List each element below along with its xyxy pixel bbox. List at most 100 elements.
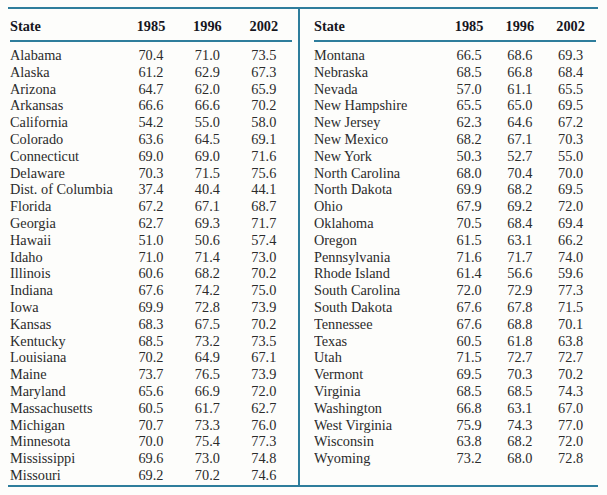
table-row: Minnesota70.075.477.3 <box>10 433 292 450</box>
table-row: Alabama70.471.073.5 <box>10 41 292 64</box>
value-cell: 70.3 <box>123 165 179 182</box>
state-cell: New Mexico <box>314 131 444 148</box>
value-cell: 66.5 <box>444 41 495 64</box>
value-cell: 70.2 <box>236 97 292 114</box>
value-cell: 71.0 <box>123 249 179 266</box>
value-cell: 56.6 <box>494 265 545 282</box>
value-cell: 72.7 <box>494 349 545 366</box>
state-cell: Utah <box>314 349 444 366</box>
value-cell: 67.2 <box>545 114 596 131</box>
value-cell: 69.6 <box>123 450 179 467</box>
value-cell: 68.5 <box>444 383 495 400</box>
value-cell: 61.7 <box>179 400 235 417</box>
column-header-1996: 1996 <box>494 9 545 41</box>
value-cell: 65.9 <box>236 81 292 98</box>
value-cell: 73.0 <box>236 249 292 266</box>
value-cell: 67.9 <box>444 198 495 215</box>
value-cell: 64.9 <box>179 349 235 366</box>
column-header-2002: 2002 <box>236 9 292 41</box>
value-cell: 74.3 <box>494 417 545 434</box>
value-cell: 71.4 <box>179 249 235 266</box>
value-cell: 72.9 <box>494 282 545 299</box>
value-cell: 40.4 <box>179 181 235 198</box>
state-cell: Connecticut <box>10 148 123 165</box>
state-cell: Louisiana <box>10 349 123 366</box>
table-row: Washington66.863.167.0 <box>314 400 596 417</box>
left-table-header: State 1985 1996 2002 <box>10 9 292 41</box>
value-cell: 62.7 <box>236 400 292 417</box>
value-cell: 70.4 <box>123 41 179 64</box>
value-cell: 59.6 <box>545 265 596 282</box>
value-cell: 73.9 <box>236 366 292 383</box>
table-row: New York50.352.755.0 <box>314 148 596 165</box>
state-cell: Nevada <box>314 81 444 98</box>
value-cell: 73.3 <box>179 417 235 434</box>
header-row: State 1985 1996 2002 <box>314 9 596 41</box>
value-cell: 74.2 <box>179 282 235 299</box>
table-row: West Virginia75.974.377.0 <box>314 417 596 434</box>
state-cell: North Dakota <box>314 181 444 198</box>
value-cell: 75.6 <box>236 165 292 182</box>
value-cell: 67.6 <box>123 282 179 299</box>
value-cell: 66.8 <box>444 400 495 417</box>
table-row: Connecticut69.069.071.6 <box>10 148 292 165</box>
state-cell: Iowa <box>10 299 123 316</box>
state-cell: California <box>10 114 123 131</box>
value-cell: 68.2 <box>494 181 545 198</box>
value-cell: 64.5 <box>179 131 235 148</box>
value-cell: 65.5 <box>444 97 495 114</box>
state-cell: Rhode Island <box>314 265 444 282</box>
value-cell: 71.7 <box>236 215 292 232</box>
value-cell: 74.0 <box>545 249 596 266</box>
value-cell: 55.0 <box>545 148 596 165</box>
value-cell: 76.5 <box>179 366 235 383</box>
value-cell: 71.6 <box>236 148 292 165</box>
right-table: State 1985 1996 2002 Montana66.568.669.3… <box>314 9 596 467</box>
table-row: North Dakota69.968.269.5 <box>314 181 596 198</box>
value-cell: 50.6 <box>179 232 235 249</box>
value-cell: 67.1 <box>494 131 545 148</box>
table-row: Idaho71.071.473.0 <box>10 249 292 266</box>
value-cell: 73.7 <box>123 366 179 383</box>
table-row: Arkansas66.666.670.2 <box>10 97 292 114</box>
state-cell: Arkansas <box>10 97 123 114</box>
state-cell: Dist. of Columbia <box>10 181 123 198</box>
value-cell: 63.6 <box>123 131 179 148</box>
value-cell: 67.0 <box>545 400 596 417</box>
state-cell: West Virginia <box>314 417 444 434</box>
column-header-1985: 1985 <box>123 9 179 41</box>
value-cell: 71.5 <box>545 299 596 316</box>
state-cell: South Dakota <box>314 299 444 316</box>
value-cell: 70.7 <box>123 417 179 434</box>
value-cell: 69.2 <box>123 467 179 484</box>
state-cell: Mississippi <box>10 450 123 467</box>
state-cell: Arizona <box>10 81 123 98</box>
value-cell: 62.9 <box>179 64 235 81</box>
state-cell: Washington <box>314 400 444 417</box>
value-cell: 67.8 <box>494 299 545 316</box>
table-row: Nebraska68.566.868.4 <box>314 64 596 81</box>
value-cell: 61.5 <box>444 232 495 249</box>
table-row: Kansas68.367.570.2 <box>10 316 292 333</box>
state-cell: Wyoming <box>314 450 444 467</box>
value-cell: 57.0 <box>444 81 495 98</box>
value-cell: 70.3 <box>545 131 596 148</box>
table-row: New Jersey62.364.667.2 <box>314 114 596 131</box>
state-cell: Vermont <box>314 366 444 383</box>
state-cell: Wisconsin <box>314 433 444 450</box>
value-cell: 61.4 <box>444 265 495 282</box>
state-cell: Colorado <box>10 131 123 148</box>
value-cell: 55.0 <box>179 114 235 131</box>
table-right-half: State 1985 1996 2002 Montana66.568.669.3… <box>300 9 598 485</box>
value-cell: 52.7 <box>494 148 545 165</box>
value-cell: 50.3 <box>444 148 495 165</box>
state-cell: Tennessee <box>314 316 444 333</box>
value-cell: 61.1 <box>494 81 545 98</box>
value-cell: 64.6 <box>494 114 545 131</box>
state-cell: Pennsylvania <box>314 249 444 266</box>
value-cell: 66.6 <box>179 97 235 114</box>
table-row: Utah71.572.772.7 <box>314 349 596 366</box>
table-row: Maryland65.666.972.0 <box>10 383 292 400</box>
state-cell: Kansas <box>10 316 123 333</box>
right-table-header: State 1985 1996 2002 <box>314 9 596 41</box>
